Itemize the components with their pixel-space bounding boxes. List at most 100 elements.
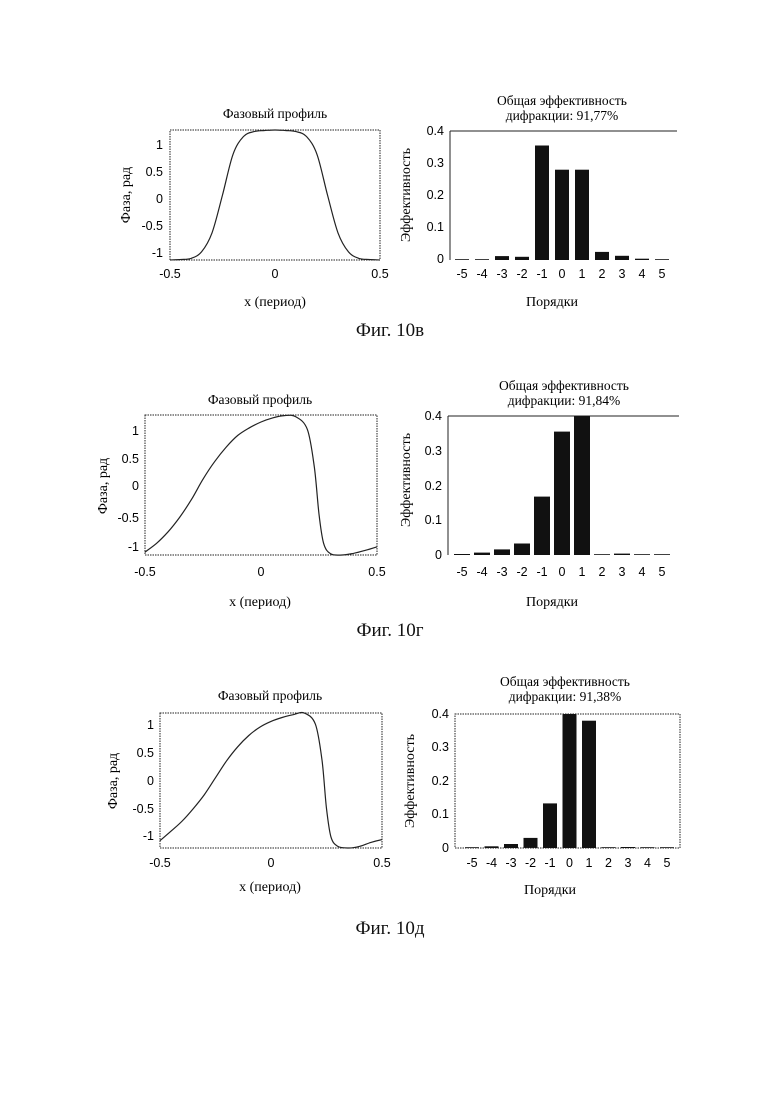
efficiency-x-ticks: -5-4-3-2-1012345: [456, 565, 665, 579]
efficiency-bar-order-5: [654, 554, 670, 555]
efficiency-x-tick: -2: [525, 856, 536, 870]
phase-y-tick: -0.5: [132, 802, 154, 816]
phase-x-label: x (период): [229, 595, 291, 610]
phase-x-tick: 0: [268, 856, 275, 870]
efficiency-bar-order-1: [575, 170, 589, 260]
efficiency-bar-order--4: [474, 553, 490, 555]
efficiency-y-tick: 0.4: [427, 124, 444, 138]
phase-axes-frame: [160, 713, 382, 848]
efficiency-x-tick: 3: [619, 565, 626, 579]
efficiency-title-line2: дифракции: 91,38%: [509, 689, 622, 704]
phase-x-ticks: -0.5 0 0.5: [149, 856, 391, 870]
phase-profile-plot: Фазовый профиль Фаза, рад x (период) 1 0…: [95, 668, 395, 913]
efficiency-bar-order-0: [555, 170, 569, 260]
phase-y-ticks: 1 0.5 0 -0.5 -1: [141, 138, 163, 260]
efficiency-x-tick: 1: [586, 856, 593, 870]
phase-profile-plot: Фазовый профиль Фаза, рад x (период) 1 0…: [95, 70, 395, 315]
efficiency-x-ticks: -5-4-3-2-1012345: [456, 267, 665, 281]
efficiency-bar-order--4: [475, 259, 489, 260]
efficiency-bar-order--2: [514, 544, 530, 556]
phase-y-tick: 0.5: [137, 746, 154, 760]
efficiency-x-tick: 2: [599, 565, 606, 579]
phase-curve-line: [160, 712, 382, 848]
efficiency-svg: Общая эффективность дифракции: 91,84% Эф…: [392, 370, 692, 615]
efficiency-x-tick: -4: [486, 856, 497, 870]
phase-profile-svg: Фазовый профиль Фаза, рад x (период) 1 0…: [95, 370, 395, 615]
efficiency-title-line1: Общая эффективность: [500, 674, 630, 689]
efficiency-x-tick: 5: [659, 267, 666, 281]
efficiency-y-tick: 0.3: [432, 740, 449, 754]
phase-x-ticks: -0.5 0 0.5: [159, 267, 389, 281]
efficiency-bar-order-2: [595, 252, 609, 260]
efficiency-plot: Общая эффективность дифракции: 91,77% Эф…: [392, 70, 692, 315]
efficiency-x-tick: 5: [659, 565, 666, 579]
efficiency-title-line1: Общая эффективность: [499, 378, 629, 393]
phase-curve-line: [145, 415, 377, 555]
efficiency-x-tick: -3: [505, 856, 516, 870]
efficiency-y-label: Эффективность: [399, 433, 414, 527]
phase-y-tick: 0.5: [122, 452, 139, 466]
efficiency-x-tick: -5: [456, 565, 467, 579]
figure-caption: Фиг. 10в: [0, 320, 780, 342]
phase-curve-line: [170, 130, 380, 260]
efficiency-bar-order--3: [504, 844, 518, 848]
efficiency-x-tick: 5: [664, 856, 671, 870]
phase-y-ticks: 1 0.5 0 -0.5 -1: [117, 424, 139, 554]
efficiency-y-tick: 0.2: [425, 479, 442, 493]
phase-y-tick: 0.5: [146, 165, 163, 179]
efficiency-bar-order--4: [485, 846, 499, 848]
phase-x-ticks: -0.5 0 0.5: [134, 565, 386, 579]
phase-x-tick: 0.5: [373, 856, 390, 870]
efficiency-x-tick: 4: [639, 565, 646, 579]
efficiency-x-tick: -3: [496, 565, 507, 579]
phase-y-tick: 0: [147, 774, 154, 788]
efficiency-bar-order--5: [455, 259, 469, 260]
phase-y-tick: 1: [132, 424, 139, 438]
efficiency-x-tick: -2: [516, 267, 527, 281]
phase-y-tick: 1: [156, 138, 163, 152]
phase-y-tick: -0.5: [141, 219, 163, 233]
efficiency-x-tick: 3: [625, 856, 632, 870]
efficiency-x-tick: -2: [516, 565, 527, 579]
efficiency-bar-order--3: [494, 549, 510, 555]
efficiency-y-tick: 0: [435, 548, 442, 562]
efficiency-y-label: Эффективность: [399, 148, 414, 242]
phase-y-label: Фаза, рад: [106, 753, 121, 809]
phase-y-label: Фаза, рад: [119, 167, 134, 223]
efficiency-bar-order--1: [543, 803, 557, 848]
efficiency-bars: [454, 416, 670, 555]
phase-x-tick: 0: [258, 565, 265, 579]
phase-profile-plot: Фазовый профиль Фаза, рад x (период) 1 0…: [95, 370, 395, 615]
efficiency-bar-order--5: [454, 554, 470, 555]
efficiency-x-tick: -3: [496, 267, 507, 281]
efficiency-y-tick: 0.1: [425, 513, 442, 527]
efficiency-bar-order-3: [621, 847, 635, 848]
efficiency-bar-order-3: [615, 256, 629, 260]
efficiency-bar-order--3: [495, 256, 509, 260]
phase-axes-frame: [170, 130, 380, 260]
efficiency-bar-order-4: [641, 847, 655, 848]
efficiency-x-tick: 1: [579, 267, 586, 281]
efficiency-bar-order--2: [524, 838, 538, 848]
efficiency-x-tick: -4: [476, 267, 487, 281]
phase-plot-title: Фазовый профиль: [218, 688, 322, 703]
efficiency-y-tick: 0: [437, 252, 444, 266]
efficiency-bar-order--5: [465, 847, 479, 848]
efficiency-x-tick: -5: [456, 267, 467, 281]
phase-y-ticks: 1 0.5 0 -0.5 -1: [132, 718, 154, 843]
phase-y-tick: 1: [147, 718, 154, 732]
efficiency-bars: [465, 714, 674, 848]
efficiency-y-tick: 0.2: [427, 188, 444, 202]
efficiency-x-tick: 0: [566, 856, 573, 870]
phase-y-tick: -0.5: [117, 511, 139, 525]
figure-caption: Фиг. 10г: [0, 620, 780, 642]
phase-x-tick: 0.5: [371, 267, 388, 281]
efficiency-bar-order-0: [554, 432, 570, 555]
phase-profile-svg: Фазовый профиль Фаза, рад x (период) 1 0…: [95, 668, 395, 913]
efficiency-y-tick: 0.2: [432, 774, 449, 788]
efficiency-plot: Общая эффективность дифракции: 91,38% Эф…: [392, 668, 692, 913]
phase-x-tick: -0.5: [134, 565, 156, 579]
phase-x-tick: 0: [272, 267, 279, 281]
efficiency-bar-order-2: [602, 847, 616, 848]
efficiency-title-line2: дифракции: 91,84%: [508, 393, 621, 408]
